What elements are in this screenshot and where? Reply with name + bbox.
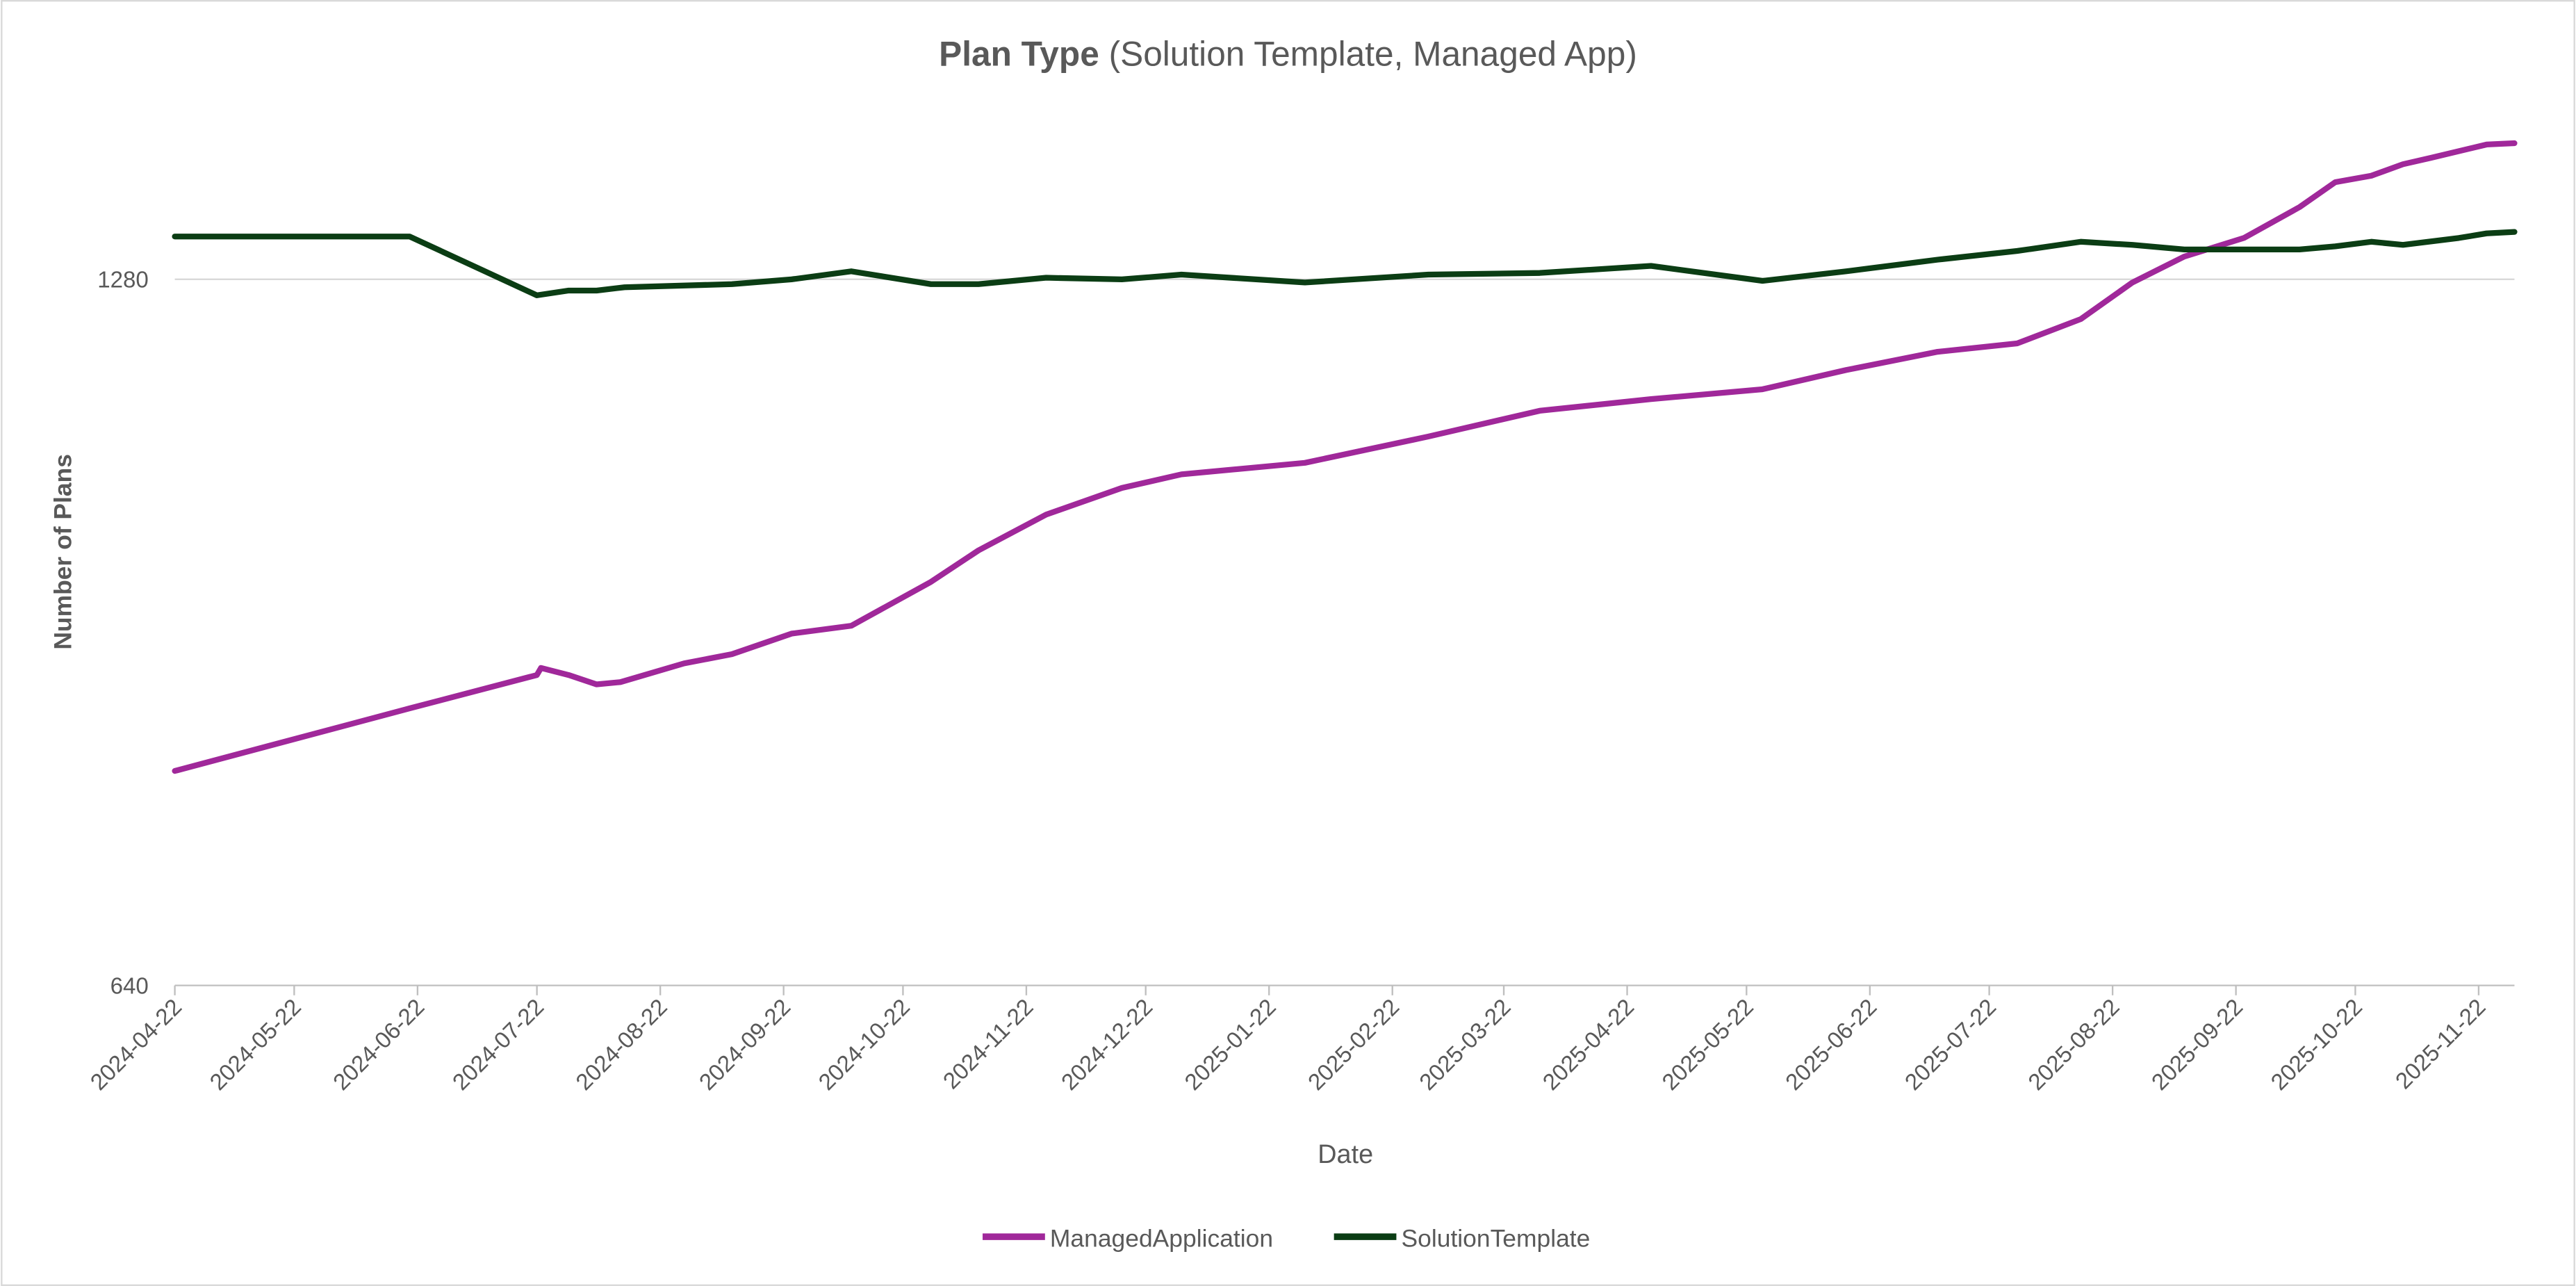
legend: ManagedApplication SolutionTemplate — [983, 1224, 1590, 1252]
series-line-solutiontemplate — [172, 229, 2518, 298]
y-tick-label: 640 — [110, 973, 149, 999]
chart-title-main: Plan Type — [939, 35, 1099, 74]
series-line-managedapplication — [172, 140, 2518, 774]
legend-label-managedapplication: ManagedApplication — [1050, 1224, 1273, 1252]
y-axis-label: Number of Plans — [49, 454, 77, 650]
chart-title: Plan Type (Solution Template, Managed Ap… — [939, 35, 1637, 74]
y-tick-label: 1280 — [97, 268, 149, 293]
x-axis-label: Date — [1318, 1140, 1373, 1169]
chart-title-sub: (Solution Template, Managed App) — [1109, 35, 1637, 74]
legend-label-solutiontemplate: SolutionTemplate — [1402, 1224, 1591, 1252]
